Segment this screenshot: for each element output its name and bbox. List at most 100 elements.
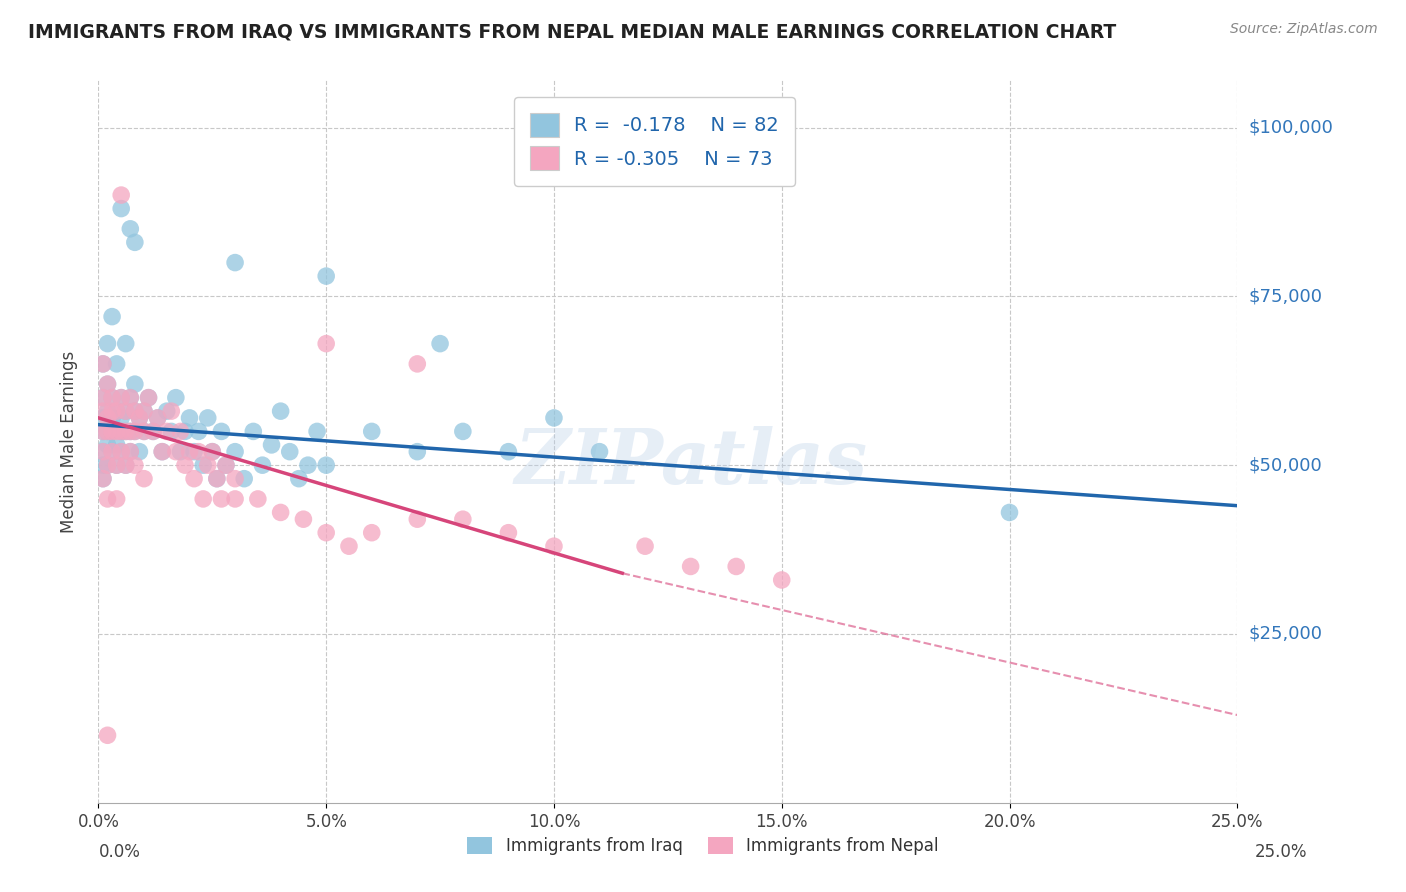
Point — [96, 491, 118, 506]
Point — [91, 472, 114, 486]
Text: $75,000: $75,000 — [1249, 287, 1323, 305]
Point — [197, 411, 219, 425]
Point — [96, 458, 118, 472]
Point — [101, 425, 124, 439]
Point — [246, 491, 269, 506]
Point — [91, 357, 114, 371]
Text: IMMIGRANTS FROM IRAQ VS IMMIGRANTS FROM NEPAL MEDIAN MALE EARNINGS CORRELATION C: IMMIGRANTS FROM IRAQ VS IMMIGRANTS FROM … — [28, 22, 1116, 41]
Point — [101, 444, 124, 458]
Point — [105, 357, 128, 371]
Point — [209, 425, 232, 439]
Text: Source: ZipAtlas.com: Source: ZipAtlas.com — [1230, 22, 1378, 37]
Point — [91, 411, 114, 425]
Point — [451, 512, 474, 526]
Point — [96, 458, 118, 472]
Point — [337, 539, 360, 553]
Point — [215, 458, 238, 472]
Point — [114, 404, 136, 418]
Point — [91, 391, 114, 405]
Point — [142, 425, 165, 439]
Point — [101, 411, 124, 425]
Point — [132, 425, 155, 439]
Point — [179, 444, 201, 458]
Point — [146, 411, 169, 425]
Point — [205, 472, 228, 486]
Point — [998, 505, 1021, 519]
Point — [105, 425, 128, 439]
Point — [174, 458, 197, 472]
Point — [169, 425, 191, 439]
Point — [91, 444, 114, 458]
Point — [120, 391, 142, 405]
Point — [174, 425, 197, 439]
Point — [160, 425, 183, 439]
Point — [96, 377, 118, 392]
Point — [114, 336, 136, 351]
Point — [150, 444, 173, 458]
Point — [233, 472, 256, 486]
Point — [96, 728, 118, 742]
Text: $100,000: $100,000 — [1249, 119, 1333, 136]
Text: 25.0%: 25.0% — [1256, 843, 1308, 861]
Point — [96, 336, 118, 351]
Legend: R =  -0.178    N = 82, R = -0.305    N = 73: R = -0.178 N = 82, R = -0.305 N = 73 — [515, 97, 794, 186]
Point — [215, 458, 238, 472]
Point — [360, 425, 382, 439]
Point — [101, 404, 124, 418]
Point — [96, 425, 118, 439]
Point — [124, 425, 146, 439]
Point — [128, 411, 150, 425]
Point — [96, 411, 118, 425]
Point — [124, 377, 146, 392]
Point — [288, 472, 311, 486]
Point — [91, 391, 114, 405]
Point — [183, 472, 205, 486]
Point — [406, 444, 429, 458]
Point — [101, 391, 124, 405]
Point — [201, 444, 224, 458]
Point — [193, 491, 215, 506]
Point — [543, 411, 565, 425]
Point — [114, 425, 136, 439]
Point — [209, 491, 232, 506]
Point — [101, 444, 124, 458]
Point — [297, 458, 319, 472]
Point — [406, 357, 429, 371]
Point — [110, 202, 132, 216]
Point — [138, 391, 160, 405]
Point — [146, 411, 169, 425]
Point — [105, 458, 128, 472]
Point — [101, 425, 124, 439]
Point — [105, 491, 128, 506]
Point — [120, 444, 142, 458]
Point — [588, 444, 610, 458]
Point — [260, 438, 283, 452]
Point — [725, 559, 748, 574]
Point — [114, 458, 136, 472]
Point — [634, 539, 657, 553]
Point — [183, 444, 205, 458]
Point — [197, 458, 219, 472]
Point — [124, 458, 146, 472]
Point — [543, 539, 565, 553]
Point — [451, 425, 474, 439]
Point — [114, 458, 136, 472]
Point — [315, 458, 337, 472]
Point — [91, 425, 114, 439]
Legend: Immigrants from Iraq, Immigrants from Nepal: Immigrants from Iraq, Immigrants from Ne… — [461, 830, 945, 862]
Point — [679, 559, 702, 574]
Point — [120, 391, 142, 405]
Point — [201, 444, 224, 458]
Point — [128, 411, 150, 425]
Point — [124, 404, 146, 418]
Point — [105, 404, 128, 418]
Text: 0.0%: 0.0% — [98, 843, 141, 861]
Point — [138, 391, 160, 405]
Point — [124, 425, 146, 439]
Point — [105, 458, 128, 472]
Point — [110, 411, 132, 425]
Point — [770, 573, 793, 587]
Point — [169, 444, 191, 458]
Point — [498, 444, 520, 458]
Point — [187, 444, 209, 458]
